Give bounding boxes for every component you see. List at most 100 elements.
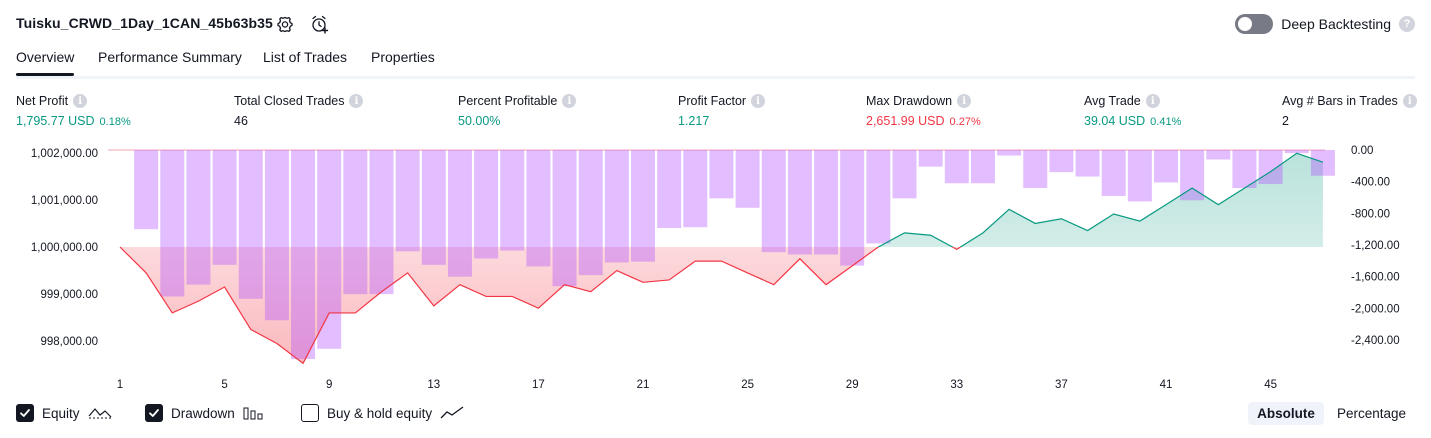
equity-point-2 <box>145 272 147 274</box>
info-icon[interactable]: i <box>562 94 577 108</box>
equity-point-33 <box>956 248 958 250</box>
metric-label: Total Closed Trades <box>234 94 345 108</box>
percentage-button[interactable]: Percentage <box>1336 406 1406 421</box>
x-axis-tick: 9 <box>326 379 332 391</box>
drawdown-bar-40 <box>1127 150 1152 202</box>
drawdown-bar-4 <box>186 150 211 285</box>
drawdown-bar-23 <box>683 150 708 228</box>
x-axis-tick: 1 <box>117 379 123 391</box>
tab-list-of-trades[interactable]: List of Trades <box>263 49 348 65</box>
equity-point-47 <box>1322 161 1324 163</box>
drawdown-bar-7 <box>264 150 289 321</box>
equity-point-24 <box>720 260 722 262</box>
x-axis-tick: 33 <box>950 379 963 391</box>
drawdown-bar-29 <box>840 150 865 266</box>
metric-label: Net Profit <box>16 94 69 108</box>
drawdown-bar-45 <box>1258 150 1283 185</box>
equity-point-34 <box>982 232 984 234</box>
equity-point-26 <box>773 283 775 285</box>
help-icon[interactable]: ? <box>1399 16 1415 32</box>
drawdown-bar-41 <box>1154 150 1178 183</box>
equity-point-31 <box>903 232 905 234</box>
drawdown-bar-10 <box>343 150 368 295</box>
x-axis-tick: 37 <box>1055 379 1068 391</box>
drawdown-bar-22 <box>657 150 682 228</box>
report-tabs: Overview Performance Summary List of Tra… <box>16 44 1415 79</box>
info-icon[interactable]: i <box>1402 94 1417 108</box>
tab-performance-summary[interactable]: Performance Summary <box>98 49 242 65</box>
equity-point-45 <box>1269 170 1271 172</box>
drawdown-bar-37 <box>1049 150 1074 173</box>
info-icon[interactable]: i <box>349 94 364 108</box>
metric-value: 2 <box>1282 114 1289 128</box>
metric-value: 1,795.77 USD <box>16 114 95 128</box>
drawdown-bar-27 <box>787 150 812 255</box>
strategy-header: Tuisku_CRWD_1Day_1CAN_45b63b35 Deep Back… <box>16 12 1415 38</box>
metric-total-closed-trades: Total Closed Trades i 46 <box>234 93 364 128</box>
checkmark-icon <box>149 409 159 417</box>
equity-label: Equity <box>42 405 80 421</box>
right-axis-tick: -2,000.00 <box>1351 303 1400 315</box>
drawdown-bar-2 <box>134 150 159 230</box>
checkbox-checked <box>145 404 163 422</box>
equity-line-icon <box>88 408 111 419</box>
right-axis-tick: -400.00 <box>1351 177 1390 189</box>
equity-point-19 <box>590 291 592 293</box>
equity-point-39 <box>1113 213 1115 215</box>
left-axis-tick: 1,002,000.00 <box>31 148 98 160</box>
drawdown-bar-9 <box>317 150 342 349</box>
checkbox-checked <box>16 404 34 422</box>
metric-percent: 0.18% <box>99 116 131 128</box>
deep-backtesting-toggle[interactable] <box>1235 14 1274 34</box>
metric-net-profit: Net Profit i 1,795.77 USD 0.18% <box>16 93 131 128</box>
drawdown-bar-12 <box>395 150 420 252</box>
add-alert-icon[interactable] <box>308 13 330 35</box>
equity-point-3 <box>171 312 173 314</box>
settings-icon[interactable] <box>274 13 296 35</box>
equity-checkbox[interactable]: Equity <box>16 404 112 422</box>
equity-point-18 <box>563 283 565 285</box>
equity-point-5 <box>223 286 225 288</box>
metric-percent: 0.27% <box>949 116 981 128</box>
left-axis-tick: 1,001,000.00 <box>31 195 98 207</box>
tab-properties[interactable]: Properties <box>371 49 435 65</box>
drawdown-bar-6 <box>238 150 263 299</box>
equity-point-36 <box>1034 222 1036 224</box>
drawdown-bar-16 <box>500 150 525 251</box>
metric-percent: 0.41% <box>1150 116 1182 128</box>
drawdown-checkbox[interactable]: Drawdown <box>145 404 265 422</box>
metric-profit-factor: Profit Factor i 1.217 <box>678 93 766 128</box>
drawdown-bar-26 <box>761 150 786 253</box>
metric-value: 2,651.99 USD <box>866 114 945 128</box>
buy-hold-line-icon <box>440 406 464 419</box>
info-icon[interactable]: i <box>957 94 972 108</box>
info-icon[interactable]: i <box>73 94 88 108</box>
equity-drawdown-chart[interactable]: 1,002,000.00 1,001,000.00 1,000,000.00 999,… <box>0 138 1431 394</box>
drawdown-bar-19 <box>578 150 603 276</box>
drawdown-bar-14 <box>447 150 472 277</box>
drawdown-bar-36 <box>1023 150 1048 189</box>
x-axis-tick: 45 <box>1264 379 1277 391</box>
metric-avg-trade: Avg Trade i 39.04 USD 0.41% <box>1084 93 1181 128</box>
drawdown-bar-20 <box>604 150 629 263</box>
metric-label: Avg Trade <box>1084 94 1141 108</box>
equity-point-38 <box>1086 229 1088 231</box>
equity-point-10 <box>354 312 356 314</box>
tab-overview[interactable]: Overview <box>16 49 75 76</box>
absolute-button[interactable]: Absolute <box>1248 402 1324 425</box>
equity-point-29 <box>851 265 853 267</box>
info-icon[interactable]: i <box>1145 94 1160 108</box>
left-axis-tick: 998,000.00 <box>40 336 98 348</box>
metric-value: 39.04 USD <box>1084 114 1146 128</box>
drawdown-bar-31 <box>892 150 917 199</box>
drawdown-bar-3 <box>160 150 185 297</box>
drawdown-bar-13 <box>421 150 446 265</box>
info-icon[interactable]: i <box>751 94 766 108</box>
equity-point-9 <box>328 312 330 314</box>
buy-hold-equity-checkbox[interactable]: Buy & hold equity <box>301 404 464 422</box>
equity-point-21 <box>642 281 644 283</box>
equity-line-positive <box>120 152 1324 247</box>
drawdown-bar-17 <box>526 150 551 267</box>
left-axis-tick: 1,000,000.00 <box>31 242 98 254</box>
drawdown-bar-44 <box>1232 150 1257 189</box>
